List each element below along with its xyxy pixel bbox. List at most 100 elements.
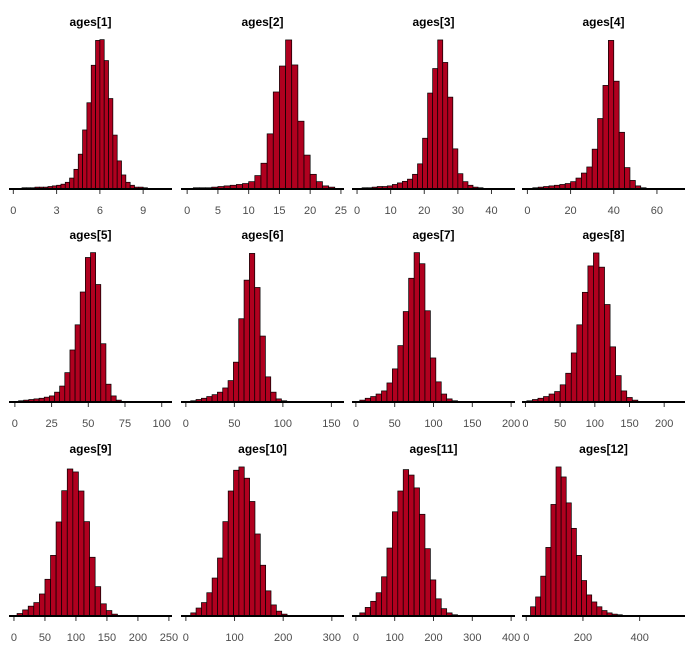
histogram-bar xyxy=(211,394,218,403)
histogram-bar xyxy=(560,476,567,617)
x-tick-label: 150 xyxy=(98,632,116,644)
histogram-bar xyxy=(206,592,213,617)
histogram-plot: ages[2] 0 5 10 15 20 25 xyxy=(181,15,347,217)
histogram-plot: ages[6] 0 50 100 150 xyxy=(181,228,344,430)
histogram-plot: ages[9] 0 50 100 150 200 250 xyxy=(9,442,178,644)
histogram-bar xyxy=(64,181,70,190)
histogram-bar xyxy=(59,385,66,403)
bars-group xyxy=(532,40,652,190)
histogram-bar xyxy=(435,598,442,617)
histogram-bar xyxy=(99,39,105,190)
x-tick-label: 400 xyxy=(502,632,520,644)
x-tick-label: 200 xyxy=(574,632,592,644)
histogram-bar xyxy=(121,174,127,190)
histogram-bar xyxy=(608,40,615,190)
histogram-bar xyxy=(452,148,459,190)
x-tick-label: 0 xyxy=(12,418,18,430)
histogram-bar xyxy=(260,162,268,190)
histogram-bar xyxy=(618,131,625,190)
bars-group xyxy=(530,466,633,617)
histogram-bar xyxy=(33,602,40,617)
panel-title: ages[6] xyxy=(241,228,283,242)
x-tick-label: 0 xyxy=(11,632,17,644)
histogram-bar xyxy=(105,383,112,403)
histogram-bar xyxy=(570,181,577,190)
histogram-bar xyxy=(591,148,598,190)
panel-title: ages[9] xyxy=(69,442,111,456)
histogram-bar xyxy=(565,372,572,403)
histogram-bar xyxy=(72,471,79,617)
histogram-bar xyxy=(243,477,250,617)
x-tick-label: 200 xyxy=(424,632,442,644)
x-tick-label: 20 xyxy=(418,205,430,217)
histogram-bar xyxy=(243,279,250,403)
x-tick-label: 6 xyxy=(97,205,103,217)
histogram-bar xyxy=(375,393,382,403)
histogram-bar xyxy=(432,68,439,190)
histogram-panel: ages[12] 0 200 400 xyxy=(522,427,685,644)
histogram-bar xyxy=(424,310,431,403)
x-tick-label: 50 xyxy=(554,418,566,430)
histogram-bar xyxy=(462,181,469,190)
histogram-plot: ages[10] 0 100 200 300 xyxy=(181,442,344,644)
histogram-bar xyxy=(570,527,577,617)
histogram-bar xyxy=(61,490,68,617)
histogram-bar xyxy=(447,96,454,190)
x-tick-label: 100 xyxy=(424,418,442,430)
histogram-bar xyxy=(581,291,589,403)
x-tick-label: 60 xyxy=(651,205,663,217)
histogram-bar xyxy=(419,513,426,617)
panel-title: ages[10] xyxy=(238,442,287,456)
histogram-bar xyxy=(270,391,277,403)
histogram-bar xyxy=(279,65,286,190)
histogram-bar xyxy=(392,368,399,403)
histogram-bar xyxy=(419,263,426,403)
histogram-bar xyxy=(576,555,582,617)
histogram-bar xyxy=(620,390,628,403)
histogram-bar xyxy=(309,173,317,190)
histogram-panel: ages[1] 0 3 6 9 xyxy=(9,0,172,217)
histogram-bar xyxy=(297,120,305,190)
histogram-bar xyxy=(249,253,256,403)
bars-group xyxy=(18,252,153,403)
histogram-bar xyxy=(555,466,562,617)
histogram-bar xyxy=(74,324,81,403)
x-tick-label: 0 xyxy=(183,418,189,430)
bars-group xyxy=(190,466,309,617)
x-tick-label: 100 xyxy=(586,418,604,430)
histogram-panel: ages[8] 0 50 100 150 200 xyxy=(522,213,685,430)
histogram-bar xyxy=(259,335,266,403)
x-tick-label: 0 xyxy=(523,632,529,644)
histogram-bar xyxy=(233,469,240,617)
histogram-bar xyxy=(195,607,202,617)
histogram-bar xyxy=(397,345,404,403)
histogram-bar xyxy=(90,64,96,190)
histogram-bar xyxy=(315,181,323,190)
x-tick-label: 200 xyxy=(129,632,147,644)
panel-title: ages[12] xyxy=(579,442,628,456)
x-tick-label: 9 xyxy=(140,205,146,217)
x-tick-label: 0 xyxy=(183,632,189,644)
histogram-bar xyxy=(593,252,600,403)
histogram-bar xyxy=(613,80,620,190)
histogram-bar xyxy=(291,64,299,190)
histogram-bar xyxy=(402,469,410,617)
histogram-bar xyxy=(615,375,622,403)
histogram-bar xyxy=(249,501,256,617)
histogram-bar xyxy=(95,284,102,403)
histogram-bar xyxy=(238,318,245,403)
histogram-panel: ages[4] 0 20 40 60 xyxy=(522,0,685,217)
x-tick-label: 200 xyxy=(655,418,673,430)
histogram-bar xyxy=(108,98,114,190)
x-tick-label: 0 xyxy=(353,632,359,644)
panel-title: ages[11] xyxy=(409,442,457,456)
histogram-bar xyxy=(535,596,542,617)
histogram-bar xyxy=(413,252,420,403)
x-tick-label: 400 xyxy=(630,632,648,644)
histogram-bar xyxy=(227,380,234,403)
histogram-bar xyxy=(381,576,388,617)
histogram-bar xyxy=(402,311,410,403)
panel-title: ages[1] xyxy=(69,15,111,29)
histogram-bar xyxy=(78,490,85,617)
histogram-panel: ages[11] 0 100 200 300 400 xyxy=(352,427,520,644)
